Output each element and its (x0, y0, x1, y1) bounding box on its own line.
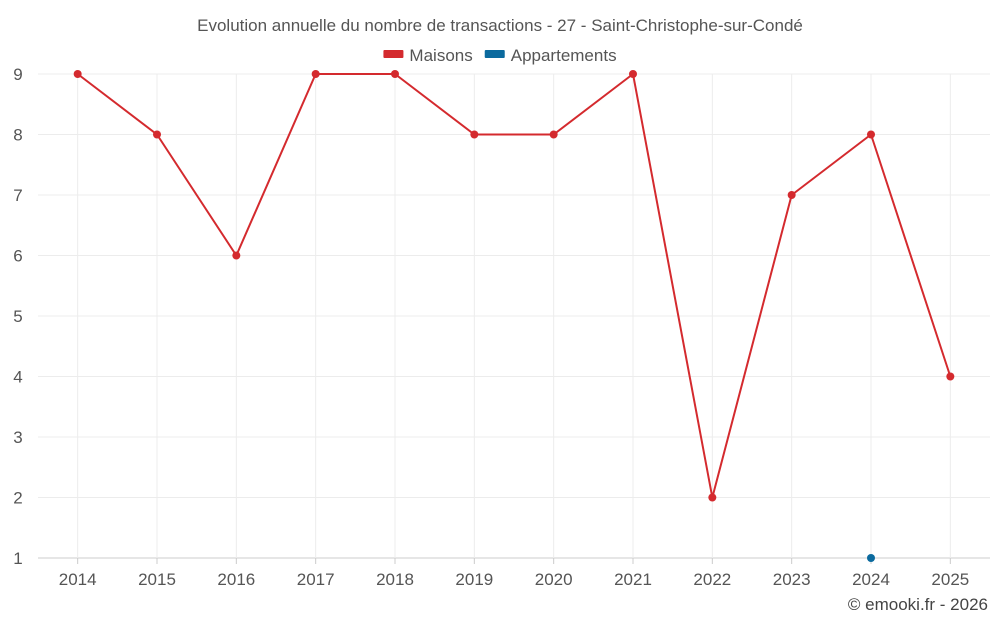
legend-swatch-maisons (383, 50, 404, 58)
y-tick-label: 7 (13, 186, 22, 205)
x-tick-label: 2018 (376, 570, 414, 589)
series-line-maisons (77, 73, 952, 499)
grid-lines (38, 73, 990, 559)
data-point-maisons (867, 130, 875, 139)
data-point-maisons (73, 70, 82, 78)
x-tick-label: 2025 (931, 570, 969, 589)
y-tick-label: 2 (13, 489, 22, 508)
data-point-maisons (391, 70, 399, 78)
legend-label-appartements: Appartements (511, 46, 617, 65)
x-tick-label: 2017 (297, 570, 335, 589)
y-tick-label: 6 (13, 247, 22, 266)
x-tick-label: 2021 (614, 570, 652, 589)
y-tick-label: 1 (13, 549, 22, 568)
data-point-appartements (867, 554, 875, 562)
y-tick-label: 8 (13, 126, 22, 145)
chart-title: Evolution annuelle du nombre de transact… (197, 16, 803, 35)
data-point-maisons (470, 130, 479, 139)
x-tick-label: 2020 (535, 570, 573, 589)
y-tick-label: 9 (13, 65, 22, 84)
legend: Maisons Appartements (383, 46, 617, 65)
data-point-maisons (708, 493, 717, 502)
x-tick-label: 2015 (138, 570, 176, 589)
data-point-maisons (629, 70, 637, 78)
data-point-maisons (946, 372, 955, 381)
data-point-maisons (787, 191, 796, 199)
data-point-maisons (311, 70, 320, 78)
data-point-maisons (232, 251, 241, 260)
legend-label-maisons: Maisons (409, 46, 472, 65)
y-axis: 1 2 3 4 5 6 7 8 9 (13, 65, 22, 568)
x-tick-label: 2022 (693, 570, 731, 589)
data-point-maisons (153, 130, 161, 139)
y-tick-label: 4 (13, 368, 22, 387)
x-tick-label: 2019 (455, 570, 493, 589)
x-tick-label: 2024 (852, 570, 890, 589)
legend-swatch-appartements (484, 50, 505, 58)
x-axis: 2014 2015 2016 2017 2018 2019 2020 2021 2022 2023… (59, 558, 969, 589)
data-point-maisons (549, 130, 558, 139)
x-tick-label: 2016 (217, 570, 255, 589)
x-tick-label: 2014 (59, 570, 97, 589)
series-layer (73, 70, 955, 562)
x-tick-label: 2023 (773, 570, 811, 589)
y-tick-label: 3 (13, 428, 22, 447)
chart-credit: © emooki.fr - 2026 (848, 595, 988, 614)
y-tick-label: 5 (13, 307, 22, 326)
